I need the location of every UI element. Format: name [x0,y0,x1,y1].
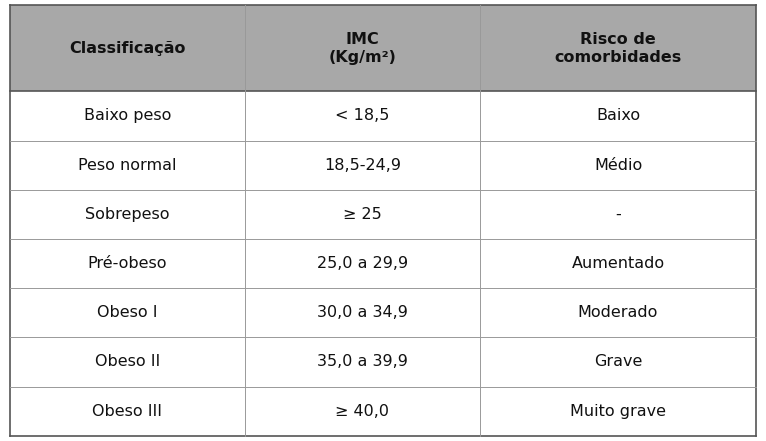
Text: Obeso III: Obeso III [93,404,162,419]
Text: Baixo: Baixo [596,108,640,123]
Text: Risco de
comorbidades: Risco de comorbidades [555,32,682,65]
Bar [10,91,245,141]
Text: Obeso I: Obeso I [97,305,158,320]
Bar [480,239,756,288]
Text: Peso normal: Peso normal [78,158,177,173]
Text: 30,0 a 34,9: 30,0 a 34,9 [317,305,408,320]
Bar [245,141,480,190]
Text: Aumentado: Aumentado [571,256,665,271]
Bar [480,5,756,91]
Bar [480,141,756,190]
Bar [10,239,245,288]
Bar [480,190,756,239]
Text: ≥ 40,0: ≥ 40,0 [336,404,389,419]
Bar [245,91,480,141]
Text: Médio: Médio [594,158,642,173]
Bar [245,288,480,337]
Text: Obeso II: Obeso II [95,355,160,370]
Text: ≥ 25: ≥ 25 [343,207,382,222]
Text: 35,0 a 39,9: 35,0 a 39,9 [317,355,408,370]
Text: 18,5-24,9: 18,5-24,9 [324,158,401,173]
Text: Classificação: Classificação [69,41,185,56]
Text: Pré-obeso: Pré-obeso [88,256,167,271]
Text: IMC
(Kg/m²): IMC (Kg/m²) [329,32,397,65]
Text: -: - [615,207,621,222]
Bar [245,386,480,436]
Text: Baixo peso: Baixo peso [83,108,171,123]
Text: Grave: Grave [594,355,642,370]
Text: Sobrepeso: Sobrepeso [85,207,170,222]
Bar [245,190,480,239]
Bar [10,386,245,436]
Bar [10,5,245,91]
Bar [480,288,756,337]
Bar [10,288,245,337]
Bar [480,91,756,141]
Bar [245,239,480,288]
Text: Muito grave: Muito grave [570,404,666,419]
Text: 25,0 a 29,9: 25,0 a 29,9 [317,256,408,271]
Bar [480,386,756,436]
Bar [10,190,245,239]
Bar [480,337,756,386]
Bar [10,141,245,190]
Bar [10,337,245,386]
Text: < 18,5: < 18,5 [336,108,390,123]
Text: Moderado: Moderado [578,305,658,320]
Bar [245,337,480,386]
Bar [245,5,480,91]
